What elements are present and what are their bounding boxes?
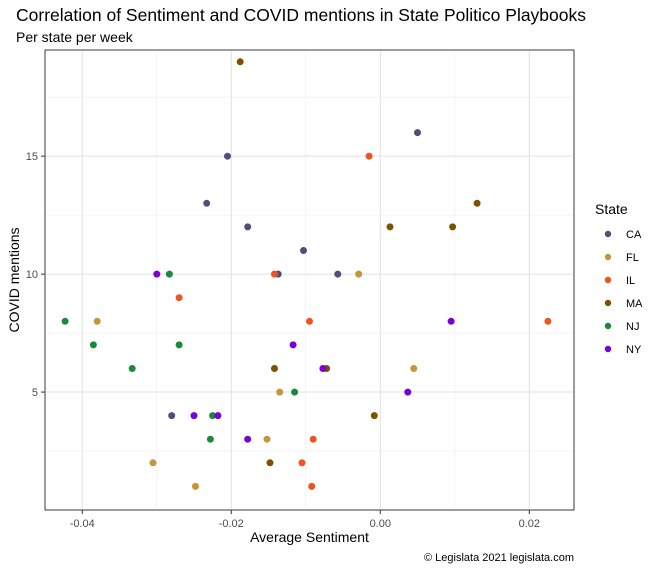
- legend-label-il: IL: [626, 275, 635, 287]
- data-point-ma: [266, 459, 274, 467]
- data-point-il: [270, 270, 278, 278]
- data-point-ca: [299, 247, 307, 255]
- data-point-il: [298, 459, 306, 467]
- y-tick-label: 5: [32, 387, 38, 399]
- legend: State CA FL IL MA NJ NY: [595, 201, 643, 356]
- x-tick-label: -0.02: [219, 518, 244, 530]
- data-point-ma: [236, 58, 244, 66]
- legend-key-ny: [604, 345, 612, 353]
- data-point-nj: [165, 270, 173, 278]
- legend-key-nj: [604, 322, 612, 330]
- grid-lines: [45, 50, 574, 510]
- y-tick-label: 10: [26, 269, 38, 281]
- data-point-ca: [244, 223, 252, 231]
- data-point-il: [308, 482, 316, 490]
- data-point-ny: [447, 317, 455, 325]
- data-point-ca: [334, 270, 342, 278]
- data-point-ny: [404, 388, 412, 396]
- data-point-nj: [128, 364, 136, 372]
- data-point-fl: [263, 435, 271, 443]
- legend-key-ca: [604, 230, 612, 238]
- data-point-ny: [319, 364, 327, 372]
- y-axis: 5 10 15: [26, 151, 45, 399]
- chart-subtitle: Per state per week: [16, 29, 134, 45]
- data-point-ma: [386, 223, 394, 231]
- data-point-fl: [276, 388, 284, 396]
- data-point-ma: [270, 364, 278, 372]
- data-point-ny: [244, 435, 252, 443]
- data-point-il: [305, 317, 313, 325]
- data-point-nj: [61, 317, 69, 325]
- x-axis: -0.04 -0.02 0.00 0.02: [70, 510, 540, 530]
- data-point-nj: [206, 435, 214, 443]
- data-point-il: [175, 294, 183, 302]
- data-point-fl: [410, 364, 418, 372]
- data-point-fl: [355, 270, 363, 278]
- legend-key-il: [604, 276, 612, 284]
- data-points: [61, 58, 552, 490]
- data-point-ny: [289, 341, 297, 349]
- legend-key-ma: [604, 299, 612, 307]
- data-point-nj: [89, 341, 97, 349]
- x-axis-label: Average Sentiment: [250, 529, 369, 545]
- data-point-ny: [153, 270, 161, 278]
- data-point-ca: [224, 152, 232, 160]
- y-axis-label: COVID mentions: [6, 227, 22, 332]
- data-point-ca: [413, 129, 421, 137]
- x-tick-label: 0.02: [519, 518, 540, 530]
- data-point-il: [365, 152, 373, 160]
- x-tick-label: -0.04: [70, 518, 95, 530]
- data-point-ma: [473, 199, 481, 207]
- data-point-ny: [190, 412, 198, 420]
- x-tick-label: 0.00: [370, 518, 391, 530]
- y-tick-label: 15: [26, 151, 38, 163]
- legend-label-ma: MA: [626, 298, 643, 310]
- data-point-ny: [214, 412, 222, 420]
- legend-label-nj: NJ: [626, 321, 639, 333]
- data-point-nj: [175, 341, 183, 349]
- chart-caption: © Legislata 2021 legislata.com: [424, 552, 574, 564]
- plot-panel: [44, 49, 575, 511]
- legend-label-ca: CA: [626, 229, 642, 241]
- data-point-fl: [192, 482, 200, 490]
- data-point-ca: [168, 412, 176, 420]
- legend-label-ny: NY: [626, 344, 642, 356]
- chart-title: Correlation of Sentiment and COVID menti…: [16, 5, 586, 25]
- data-point-nj: [291, 388, 299, 396]
- data-point-fl: [149, 459, 157, 467]
- data-point-il: [544, 317, 552, 325]
- data-point-ma: [449, 223, 457, 231]
- data-point-il: [309, 435, 317, 443]
- legend-label-fl: FL: [626, 252, 639, 264]
- legend-key-fl: [604, 253, 612, 261]
- data-point-ma: [370, 412, 378, 420]
- legend-title: State: [595, 201, 628, 217]
- data-point-ca: [203, 199, 211, 207]
- data-point-fl: [93, 317, 101, 325]
